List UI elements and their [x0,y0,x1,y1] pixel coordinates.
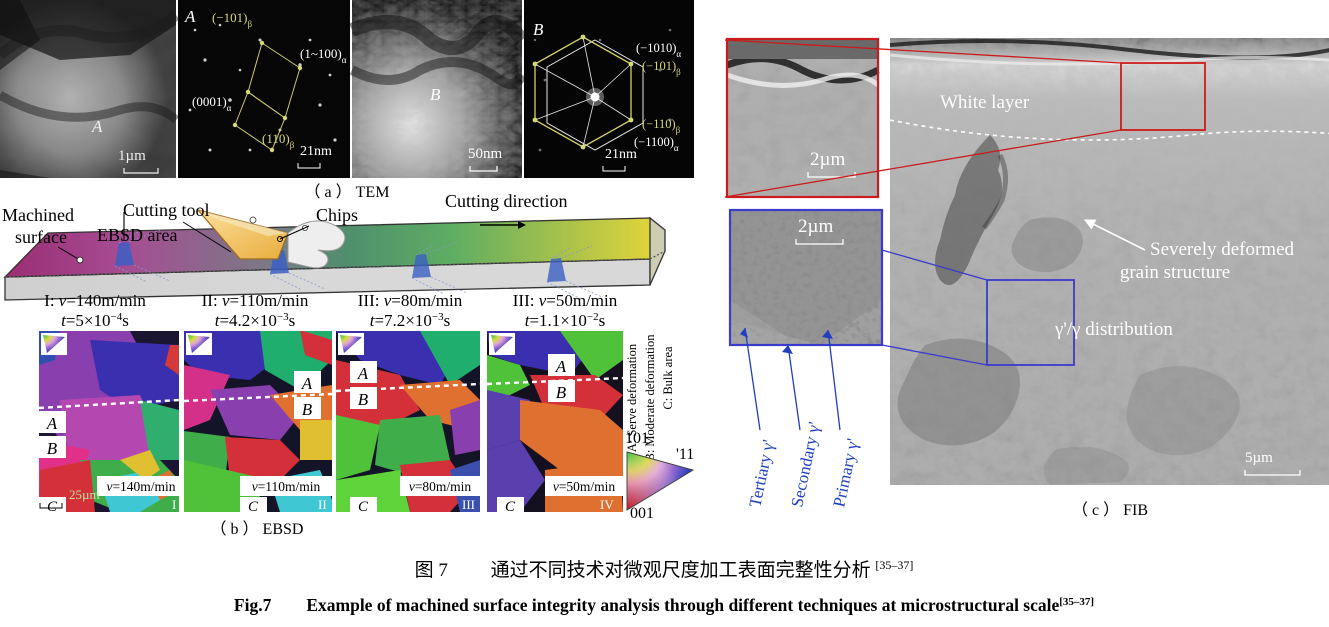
svg-text:B: B [533,20,544,39]
svg-text:Severely deformed: Severely deformed [1150,239,1295,260]
svg-text:v=80m/min: v=80m/min [409,479,472,494]
svg-text:III: III [462,497,475,512]
svg-text:II: II [318,497,327,512]
svg-text:γ'/γ distribution: γ'/γ distribution [1054,319,1173,340]
svg-text:C: C [505,499,516,515]
svg-text:1µm: 1µm [118,148,146,164]
svg-text:A: A [91,117,103,136]
svg-text:101: 101 [625,430,649,447]
svg-text:surface: surface [15,227,67,247]
svg-text:II: v=110m/min: II: v=110m/min [202,291,309,310]
svg-text:A: A [184,7,196,26]
svg-text:Machined: Machined [2,205,74,225]
svg-text:21nm: 21nm [605,147,637,162]
svg-text:C: Bulk area: C: Bulk area [661,346,675,410]
svg-text:t=5×10−4s: t=5×10−4s [61,311,129,330]
svg-text:A: A [357,364,369,383]
svg-text:001: 001 [630,505,654,522]
svg-text:t=1.1×10−2s: t=1.1×10−2s [525,311,606,330]
svg-text:A: A [301,374,313,393]
svg-text:B: B [302,400,313,419]
svg-text:图 7 通过不同技术对微观尺度加工表面完整性分析 [35: 图 7 通过不同技术对微观尺度加工表面完整性分析 [35–37] [415,558,914,581]
svg-text:（ b ） EBSD: （ b ） EBSD [211,520,304,538]
svg-text:t=4.2×10−3s: t=4.2×10−3s [215,311,296,330]
svg-text:Cutting direction: Cutting direction [445,191,567,211]
svg-text:Cutting tool: Cutting tool [123,200,210,220]
svg-text:50nm: 50nm [468,146,503,162]
svg-text:C: C [47,499,58,515]
svg-text:Fig.7 Example of machined sur: Fig.7 Example of machined surface integr… [234,595,1094,615]
svg-text:21nm: 21nm [300,144,332,159]
svg-text:III: v=50m/min: III: v=50m/min [513,291,618,310]
svg-text:2µm: 2µm [798,216,833,237]
svg-text:C: C [358,499,369,515]
svg-text:White layer: White layer [940,92,1030,113]
svg-text:I: v=140m/min: I: v=140m/min [44,291,146,310]
svg-text:B: B [47,439,58,458]
svg-text:（ c ） FIB: （ c ） FIB [1072,501,1148,519]
svg-text:C: C [248,499,259,515]
svg-text:A: A [555,357,567,376]
svg-text:III: v=80m/min: III: v=80m/min [358,291,463,310]
svg-text:A: A [46,414,58,433]
svg-text:'11: '11 [676,446,694,463]
svg-text:B: B [556,383,567,402]
svg-text:Secondary γ': Secondary γ' [787,420,824,509]
svg-text:IV: IV [600,497,614,512]
svg-text:B: B [430,85,441,104]
svg-text:I: I [172,497,176,512]
svg-text:v=140m/min: v=140m/min [106,479,175,494]
svg-text:v=50m/min: v=50m/min [553,479,616,494]
svg-text:Chips: Chips [316,205,358,225]
svg-text:EBSD area: EBSD area [97,225,177,245]
svg-text:Primary γ': Primary γ' [829,437,862,509]
svg-text:v=110m/min: v=110m/min [252,479,321,494]
svg-text:Tertiary γ': Tertiary γ' [745,438,778,509]
svg-text:2µm: 2µm [810,149,845,170]
svg-text:（ a ） TEM: （ a ） TEM [305,183,390,201]
svg-text:25µm: 25µm [69,487,100,502]
svg-text:grain structure: grain structure [1120,262,1230,283]
svg-text:5µm: 5µm [1245,450,1273,466]
svg-text:t=7.2×10−3s: t=7.2×10−3s [370,311,451,330]
svg-text:B: B [358,390,369,409]
